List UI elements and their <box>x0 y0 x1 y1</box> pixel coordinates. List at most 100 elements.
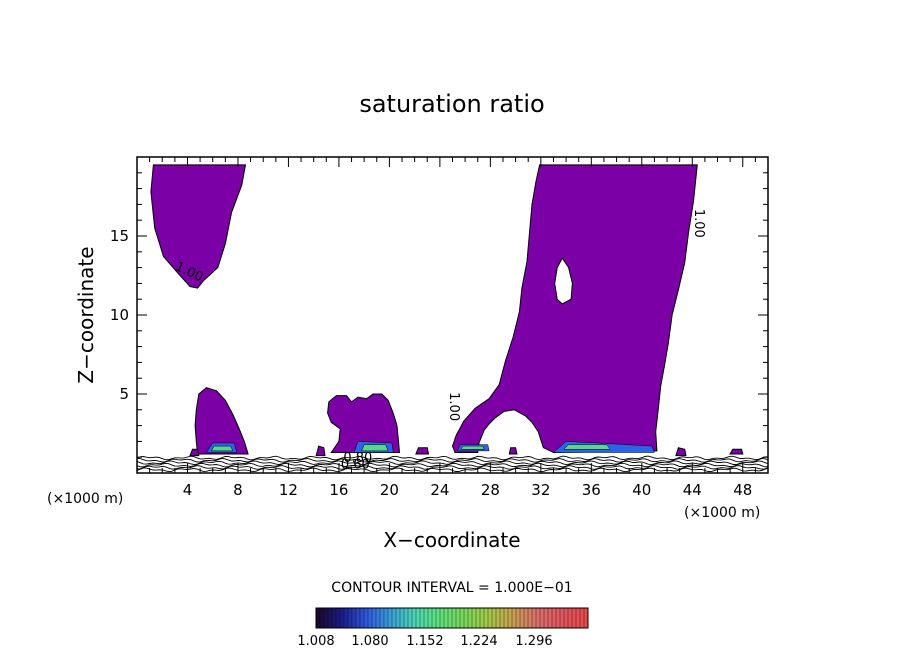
y-tick-label: 15 <box>110 227 129 245</box>
colorbar-label: 1.080 <box>351 634 388 649</box>
y-tick-label: 5 <box>119 385 129 403</box>
colorbar-cell <box>532 608 537 628</box>
x-tick-label: 4 <box>183 481 193 499</box>
x-tick-label: 32 <box>531 481 550 499</box>
colorbar-cell <box>424 608 429 628</box>
colorbar-cell <box>440 608 445 628</box>
colorbar-cell <box>408 608 413 628</box>
colorbar-cell <box>332 608 337 628</box>
x-tick-label: 20 <box>380 481 399 499</box>
colorbar-cell <box>360 608 365 628</box>
colorbar-cell <box>488 608 493 628</box>
colorbar-label: 1.224 <box>460 634 497 649</box>
colorbar-cell <box>372 608 377 628</box>
colorbar-cell <box>512 608 517 628</box>
colorbar-cell <box>548 608 553 628</box>
colorbar-cell <box>428 608 433 628</box>
colorbar-cell <box>544 608 549 628</box>
colorbar-label: 1.152 <box>406 634 443 649</box>
colorbar-cell <box>540 608 545 628</box>
colorbar-cell <box>348 608 353 628</box>
contour-region-supersaturated-top-left <box>150 164 247 289</box>
colorbar-cell <box>324 608 329 628</box>
colorbar-frame <box>315 607 589 629</box>
colorbar-cell <box>436 608 441 628</box>
contour-fill-layer <box>150 164 744 457</box>
colorbar-cell <box>420 608 425 628</box>
colorbar-cell <box>520 608 525 628</box>
colorbar-cell <box>412 608 417 628</box>
colorbar-cell <box>552 608 557 628</box>
colorbar-cell <box>516 608 521 628</box>
colorbar-cell <box>560 608 565 628</box>
x-tick-label: 8 <box>233 481 243 499</box>
x-tick-label: 12 <box>279 481 298 499</box>
colorbar-cell <box>452 608 457 628</box>
colorbar-cell <box>472 608 477 628</box>
contour-region-small-cell-3 <box>415 447 430 455</box>
colorbar-cell <box>396 608 401 628</box>
contour-region-supersaturated-lower-left <box>194 387 249 455</box>
x-tick-label: 44 <box>683 481 702 499</box>
x-tick-label: 16 <box>329 481 348 499</box>
colorbar-cell <box>328 608 333 628</box>
colorbar-cell <box>500 608 505 628</box>
colorbar-cell <box>468 608 473 628</box>
x-tick-label: 28 <box>481 481 500 499</box>
surface-contour-line <box>137 465 768 470</box>
chart-title: saturation ratio <box>359 90 544 118</box>
colorbar-cell <box>496 608 501 628</box>
contour-label: 0.80 <box>343 451 372 466</box>
colorbar-cell <box>392 608 397 628</box>
colorbar-cell <box>368 608 373 628</box>
colorbar-cell <box>572 608 577 628</box>
colorbar-cell <box>444 608 449 628</box>
colorbar-cell <box>508 608 513 628</box>
colorbar-cell <box>460 608 465 628</box>
contour-region-small-cell-4 <box>508 447 518 455</box>
contour-region-peak-band-2 <box>361 444 389 452</box>
x-tick-label: 48 <box>733 481 752 499</box>
surface-contour-line <box>137 462 768 468</box>
colorbar-cell <box>352 608 357 628</box>
contour-region-supersaturated-main <box>451 164 698 454</box>
y-axis-ticks: 5 10 15 <box>110 172 768 458</box>
x-tick-label: 40 <box>632 481 651 499</box>
contour-region-small-cell-1 <box>189 448 200 457</box>
colorbar-cell <box>564 608 569 628</box>
colorbar-cell <box>464 608 469 628</box>
colorbar-cell <box>432 608 437 628</box>
colorbar-cell <box>316 608 321 628</box>
colorbar-cell <box>576 608 581 628</box>
colorbar-label: 1.008 <box>297 634 334 649</box>
colorbar-cell <box>340 608 345 628</box>
contour-region-peak-band-3 <box>460 445 485 450</box>
colorbar-cell <box>400 608 405 628</box>
colorbar-cell <box>416 608 421 628</box>
colorbar-cell <box>344 608 349 628</box>
colorbar-cell <box>376 608 381 628</box>
colorbar-labels: 1.008 1.080 1.152 1.224 1.296 <box>297 634 552 649</box>
colorbar-cell <box>384 608 389 628</box>
contour-region-small-cell-2 <box>315 445 326 457</box>
contour-region-small-cell-5 <box>675 447 687 457</box>
colorbar-cell <box>388 608 393 628</box>
colorbar-cell <box>580 608 585 628</box>
surface-contour-line <box>137 455 768 461</box>
colorbar-label: 1.296 <box>515 634 552 649</box>
colorbar-cell <box>524 608 529 628</box>
colorbar-cell <box>336 608 341 628</box>
colorbar-cell <box>456 608 461 628</box>
colorbar-cell <box>568 608 573 628</box>
colorbar <box>315 608 589 628</box>
contour-region-hole <box>554 257 573 305</box>
x-axis-label: X−coordinate <box>383 528 520 552</box>
surface-contour-line <box>137 460 768 466</box>
colorbar-cell <box>528 608 533 628</box>
colorbar-cell <box>556 608 561 628</box>
colorbar-cell <box>380 608 385 628</box>
contour-interval-label: CONTOUR INTERVAL = 1.000E−01 <box>331 580 572 596</box>
x-axis-ticks: 4 8 12 16 20 24 28 32 36 40 44 48 <box>149 157 756 499</box>
colorbar-cell <box>484 608 489 628</box>
